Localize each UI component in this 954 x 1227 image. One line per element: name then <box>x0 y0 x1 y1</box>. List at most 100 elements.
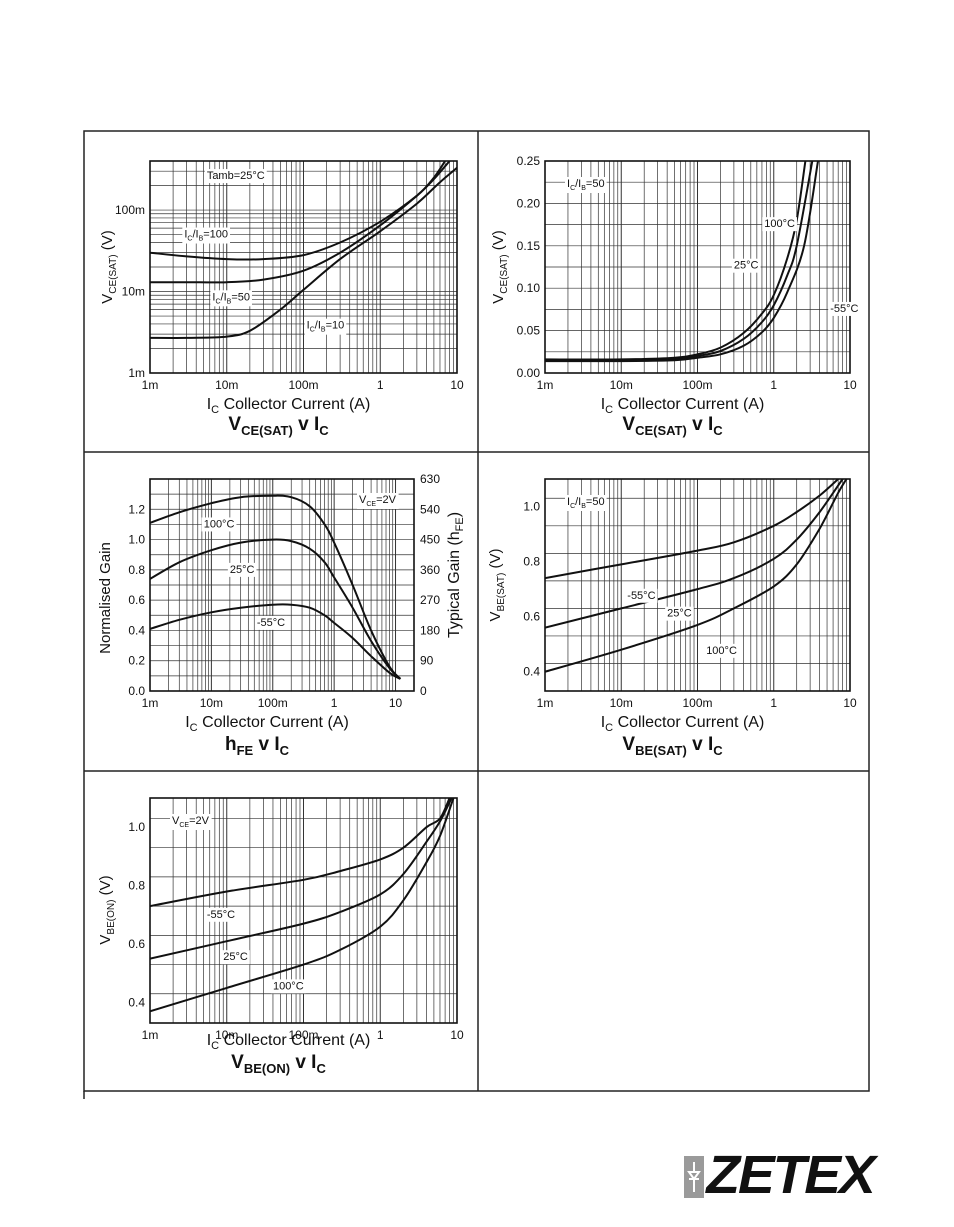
x-tick-label: 1 <box>377 378 384 392</box>
y-tick-label: 0.8 <box>128 563 145 577</box>
y-tick-label: 0.4 <box>128 996 145 1010</box>
y2-tick-label: 90 <box>420 654 434 668</box>
label-background <box>704 643 739 658</box>
series-label: 100°C <box>762 217 797 232</box>
chart-vbesat: 1m 10m 100m 1 10 0.4 0.6 0.8 1.0 -55°C 25°C 100°C IC… <box>487 478 857 758</box>
series-group <box>545 479 848 673</box>
label-background <box>204 169 267 184</box>
series-line <box>150 798 455 1013</box>
legend-note: VCE=2V <box>357 493 399 509</box>
series-label: -55°C <box>204 907 238 922</box>
series-label: 100°C <box>270 979 306 994</box>
x-tick-label: 10m <box>200 696 223 710</box>
series-line <box>545 479 848 673</box>
logo-wordmark: ZETEX <box>706 1145 875 1205</box>
label-text: IC/IB=50 <box>212 291 250 305</box>
y-tick-label: 0.4 <box>523 665 540 679</box>
y-tick-label: 0.00 <box>517 366 541 380</box>
chart-vcesat-lin: 1m 10m 100m 1 10 0.00 0.05 0.10 0.15 0.20 0.25 100°… <box>490 154 861 438</box>
x-axis-label: IC Collector Current (A) <box>207 396 371 416</box>
y-tick-label: 0.05 <box>517 324 541 338</box>
label-text: 100°C <box>706 645 737 657</box>
y-tick-label: 1m <box>128 366 145 380</box>
y-tick-label: 1.2 <box>128 502 145 516</box>
y-tick-label: 0.4 <box>128 623 145 637</box>
series-label: IC/IB=10 <box>304 318 347 335</box>
x-tick-label: 10m <box>610 378 633 392</box>
y-tick-label: 0.8 <box>523 555 540 569</box>
y-tick-label: 0.6 <box>128 593 145 607</box>
chart-title: hFE v IC <box>225 734 290 758</box>
series-line <box>150 494 402 680</box>
chart-title: VCE(SAT) v IC <box>622 414 723 438</box>
label-background <box>270 979 306 994</box>
series-line <box>150 798 451 908</box>
plot-border <box>149 160 458 374</box>
label-text: 25°C <box>667 608 692 620</box>
x-tick-label: 1 <box>331 696 338 710</box>
grid <box>149 160 457 374</box>
label-text: 25°C <box>734 260 759 272</box>
x-tick-label: 10 <box>450 378 464 392</box>
y2-tick-label: 180 <box>420 623 440 637</box>
x-tick-label: 100m <box>682 696 712 710</box>
y-axis-label: VBE(SAT) (V) <box>487 549 507 622</box>
chart-hfe: 1m 10m 100m 1 10 0.0 0.2 0.4 0.6 0.8 1.0 1.2 0 90 180 2… <box>97 472 466 758</box>
series-label: 25°C <box>221 950 250 965</box>
series-label: 25°C <box>227 562 257 577</box>
series-label: -55°C <box>828 301 861 316</box>
series-label: 100°C <box>704 643 739 658</box>
label-background <box>254 615 288 630</box>
label-background <box>762 217 797 232</box>
x-tick-label: 1m <box>142 696 159 710</box>
y-tick-label: 0.8 <box>128 879 145 893</box>
label-background <box>565 495 607 511</box>
label-background <box>357 493 399 509</box>
y-axis-label: VCE(SAT) (V) <box>490 230 510 303</box>
y-tick-label: 1.0 <box>523 500 540 514</box>
label-background <box>565 177 607 193</box>
series-label: 25°C <box>665 606 694 621</box>
series-line <box>545 161 819 363</box>
y-tick-label: 0.10 <box>517 281 541 295</box>
label-background <box>828 301 861 316</box>
label-text: Tamb=25°C <box>207 170 265 182</box>
x-tick-label: 1m <box>537 696 554 710</box>
y2-tick-label: 630 <box>420 472 440 486</box>
label-background <box>221 950 250 965</box>
chart-title: VBE(SAT) v IC <box>622 734 723 758</box>
label-text: -55°C <box>257 617 285 629</box>
label-background <box>227 562 257 577</box>
label-text: IC/IB=10 <box>307 320 345 334</box>
x-tick-label: 10m <box>610 696 633 710</box>
annotation: Tamb=25°C <box>204 169 267 184</box>
chart-vbeon: 1m 10m 100m 1 10 0.4 0.6 0.8 1.0 -55°C 25°C 100°C VC… <box>97 797 464 1076</box>
y-tick-label: 0.25 <box>517 154 541 168</box>
x-tick-label: 1 <box>377 1028 384 1042</box>
plot-border <box>544 478 851 692</box>
label-text: 100°C <box>273 980 304 992</box>
plot-border <box>149 797 458 1024</box>
chart-vcesat-log: 1m 10m 100m 1 10 1m 10m 100m IC/IB=100 IC/IB=50 IC… <box>99 160 464 438</box>
x-tick-label: 1m <box>142 378 159 392</box>
series-line <box>545 479 844 629</box>
label-text: 100°C <box>764 218 795 230</box>
label-text: IC/IB=100 <box>184 229 228 243</box>
series-label: IC/IB=50 <box>210 290 252 307</box>
label-background <box>665 606 694 621</box>
legend-note: IC/IB=50 <box>565 495 607 511</box>
label-text: 25°C <box>223 951 248 963</box>
y2-tick-label: 270 <box>420 593 440 607</box>
label-background <box>170 814 212 830</box>
series-group <box>545 161 819 363</box>
x-tick-label: 10 <box>450 1028 464 1042</box>
chart-title: VBE(ON) v IC <box>231 1052 326 1076</box>
y-tick-label: 0.2 <box>128 654 145 668</box>
plot-border <box>149 478 415 692</box>
label-background <box>182 227 231 244</box>
label-text: VCE=2V <box>172 815 210 829</box>
chart-panels: 1m 10m 100m 1 101m10m100mIC/IB=100IC/IB=50IC… <box>97 154 861 1076</box>
label-text: 25°C <box>230 564 255 576</box>
label-background <box>731 258 761 273</box>
